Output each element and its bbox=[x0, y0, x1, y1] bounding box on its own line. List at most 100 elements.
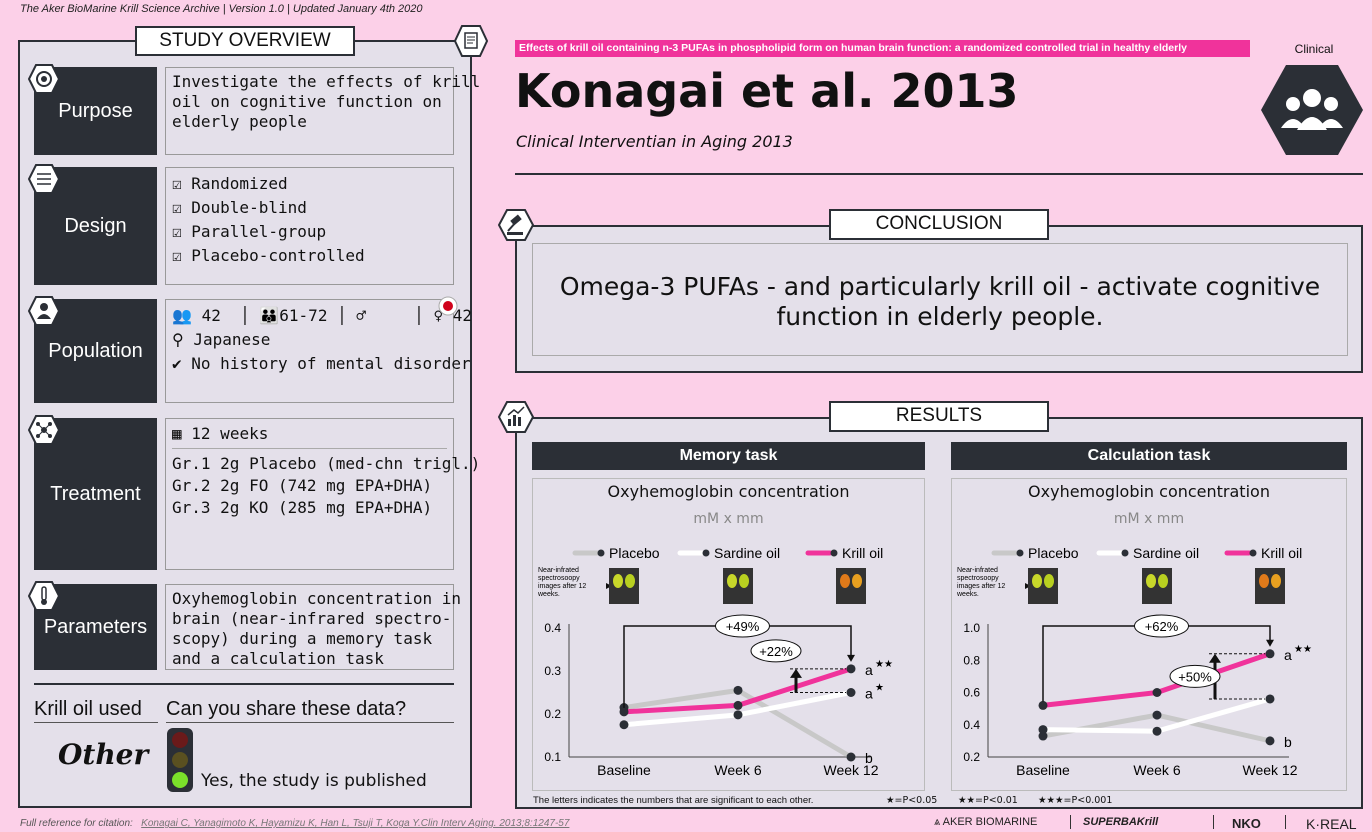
brain-image bbox=[1028, 568, 1058, 604]
gavel-icon bbox=[497, 209, 535, 245]
group-icon: 👥 bbox=[172, 306, 192, 325]
japan-flag-icon bbox=[438, 296, 458, 320]
thermometer-icon bbox=[27, 581, 61, 615]
memory-chart-unit: mM x mm bbox=[693, 511, 764, 527]
calculation-chart: Placebo Sardine oil Krill oil Near-infrated… bbox=[956, 545, 1312, 778]
annotation-label: +62% bbox=[1145, 619, 1179, 634]
brain-activation bbox=[739, 574, 749, 588]
brain-activation bbox=[1158, 574, 1168, 588]
citation-link[interactable]: Konagai C, Yanagimoto K, Hayamizu K, Han… bbox=[141, 818, 570, 829]
brain-activation bbox=[1146, 574, 1156, 588]
brain-image bbox=[1255, 568, 1285, 604]
male-icon: ♂ bbox=[356, 306, 366, 325]
brain-activation bbox=[613, 574, 623, 588]
brain-activation bbox=[1271, 574, 1281, 588]
annotation-bubble bbox=[1134, 614, 1189, 638]
divider bbox=[1285, 815, 1286, 829]
data-point bbox=[1265, 736, 1275, 746]
results-note: The letters indicates the numbers that a… bbox=[533, 795, 814, 806]
data-point bbox=[846, 664, 856, 674]
purpose-line: Investigate the effects of krill bbox=[172, 72, 481, 91]
treatment-group: Gr.2 2g FO (742 mg EPA+DHA) bbox=[172, 476, 433, 495]
significance-letter: a bbox=[865, 662, 873, 678]
divider bbox=[172, 448, 447, 449]
annotation-bracket bbox=[623, 625, 852, 708]
population-content: 👥 42 │ 👪61-72 │ ♂ │ ♀ 42 ⚲ Japanese ✔ No… bbox=[165, 299, 472, 403]
design-item: ☑ Randomized bbox=[172, 174, 288, 193]
krill-used-value: Other bbox=[58, 738, 149, 771]
study-title: Konagai et al. 2013 bbox=[515, 64, 1019, 118]
data-point bbox=[619, 720, 629, 730]
share-data-value: Yes, the study is published bbox=[201, 771, 427, 791]
data-point bbox=[1152, 688, 1162, 697]
brain-activation bbox=[1044, 574, 1054, 588]
annotation-label: +50% bbox=[1178, 669, 1212, 684]
treatment-group: Gr.3 2g KO (285 mg EPA+DHA) bbox=[172, 498, 433, 517]
annotation-bubble bbox=[750, 639, 802, 663]
conclusion-inner bbox=[532, 243, 1348, 356]
parameters-line: and a calculation task bbox=[172, 649, 384, 668]
conclusion-title: CONCLUSION bbox=[829, 209, 1049, 240]
y-tick-label: 0.2 bbox=[963, 750, 980, 764]
treatment-content: ▦ 12 weeks Gr.1 2g Placebo (med-chn trig… bbox=[165, 418, 480, 570]
krill-used-label: Krill oil used bbox=[34, 698, 142, 720]
series-line bbox=[1042, 651, 1271, 708]
purpose-content: Investigate the effects of krill oil on … bbox=[165, 67, 481, 155]
population-total: 42 bbox=[201, 306, 221, 325]
nirs-caption: images after 12 bbox=[957, 583, 1005, 590]
location-pin-icon: ⚲ bbox=[172, 330, 184, 349]
significance-letter: a bbox=[1284, 647, 1292, 663]
legend-marker bbox=[1121, 549, 1129, 557]
aker-biomarine-logo: ⩓ AKER BIOMARINE bbox=[934, 816, 1038, 828]
legend-marker bbox=[1249, 549, 1257, 557]
parameters-content: Oxyhemoglobin concentration in brain (ne… bbox=[165, 584, 461, 670]
y-tick-label: 0.1 bbox=[544, 750, 561, 764]
brain-activation bbox=[1032, 574, 1042, 588]
person-icon bbox=[27, 296, 61, 330]
data-point bbox=[733, 710, 743, 720]
citation-label: Full reference for citation: bbox=[20, 818, 133, 829]
y-tick-label: 0.6 bbox=[963, 686, 980, 700]
data-point bbox=[733, 685, 743, 695]
memory-task-header: Memory task bbox=[532, 442, 925, 470]
annotation-label: +22% bbox=[759, 644, 793, 659]
sig-legend-2: ★★=P<0.01 bbox=[958, 795, 1018, 806]
annotation-label: +49% bbox=[726, 619, 760, 634]
brain-activation bbox=[1259, 574, 1269, 588]
legend-label: Sardine oil bbox=[1133, 545, 1199, 561]
population-female: 42 bbox=[452, 306, 472, 325]
y-tick-label: 0.2 bbox=[544, 707, 561, 721]
legend-label: Sardine oil bbox=[714, 545, 780, 561]
nirs-caption: spectrosoopy bbox=[957, 575, 999, 582]
nirs-caption: Near-infrated bbox=[957, 567, 998, 574]
brain-activation bbox=[852, 574, 862, 588]
brain-image bbox=[609, 568, 639, 604]
memory-chart-title: Oxyhemoglobin concentration bbox=[607, 482, 850, 501]
memory-chart: Placebo Sardine oil Krill oil Near-infrated… bbox=[537, 545, 893, 778]
legend-label: Placebo bbox=[609, 545, 660, 561]
sig-legend-1: ★=P<0.05 bbox=[886, 795, 938, 806]
x-tick-label: Week 6 bbox=[714, 762, 761, 778]
citation-footer: Full reference for citation: Konagai C, … bbox=[20, 818, 569, 829]
data-point bbox=[1038, 725, 1048, 735]
calculation-chart-unit: mM x mm bbox=[1113, 511, 1185, 527]
x-tick-label: Week 6 bbox=[1133, 762, 1180, 778]
significance-letter: a bbox=[865, 686, 873, 702]
data-point bbox=[1152, 710, 1162, 720]
kreal-logo: K·REAL bbox=[1306, 816, 1357, 832]
target-icon bbox=[27, 64, 61, 98]
study-banner: Effects of krill oil containing n-3 PUFA… bbox=[515, 40, 1250, 57]
y-tick-label: 0.4 bbox=[544, 621, 561, 635]
design-item: ☑ Double-blind bbox=[172, 198, 307, 217]
brain-activation bbox=[840, 574, 850, 588]
parameters-line: Oxyhemoglobin concentration in bbox=[172, 589, 461, 608]
calculation-chart-title: Oxyhemoglobin concentration bbox=[1028, 482, 1270, 501]
divider bbox=[166, 722, 454, 723]
memory-chart-title-wrap: Oxyhemoglobin concentration mM x mm bbox=[532, 482, 925, 527]
data-point bbox=[846, 688, 856, 697]
conclusion-text: Omega-3 PUFAs - and particularly krill o… bbox=[532, 272, 1348, 332]
divider bbox=[34, 683, 454, 685]
population-stats: 👥 42 │ 👪61-72 │ ♂ │ ♀ 42 bbox=[172, 306, 472, 325]
significance-stars: ★★ bbox=[875, 659, 893, 670]
significance-letter: b bbox=[1284, 734, 1292, 750]
